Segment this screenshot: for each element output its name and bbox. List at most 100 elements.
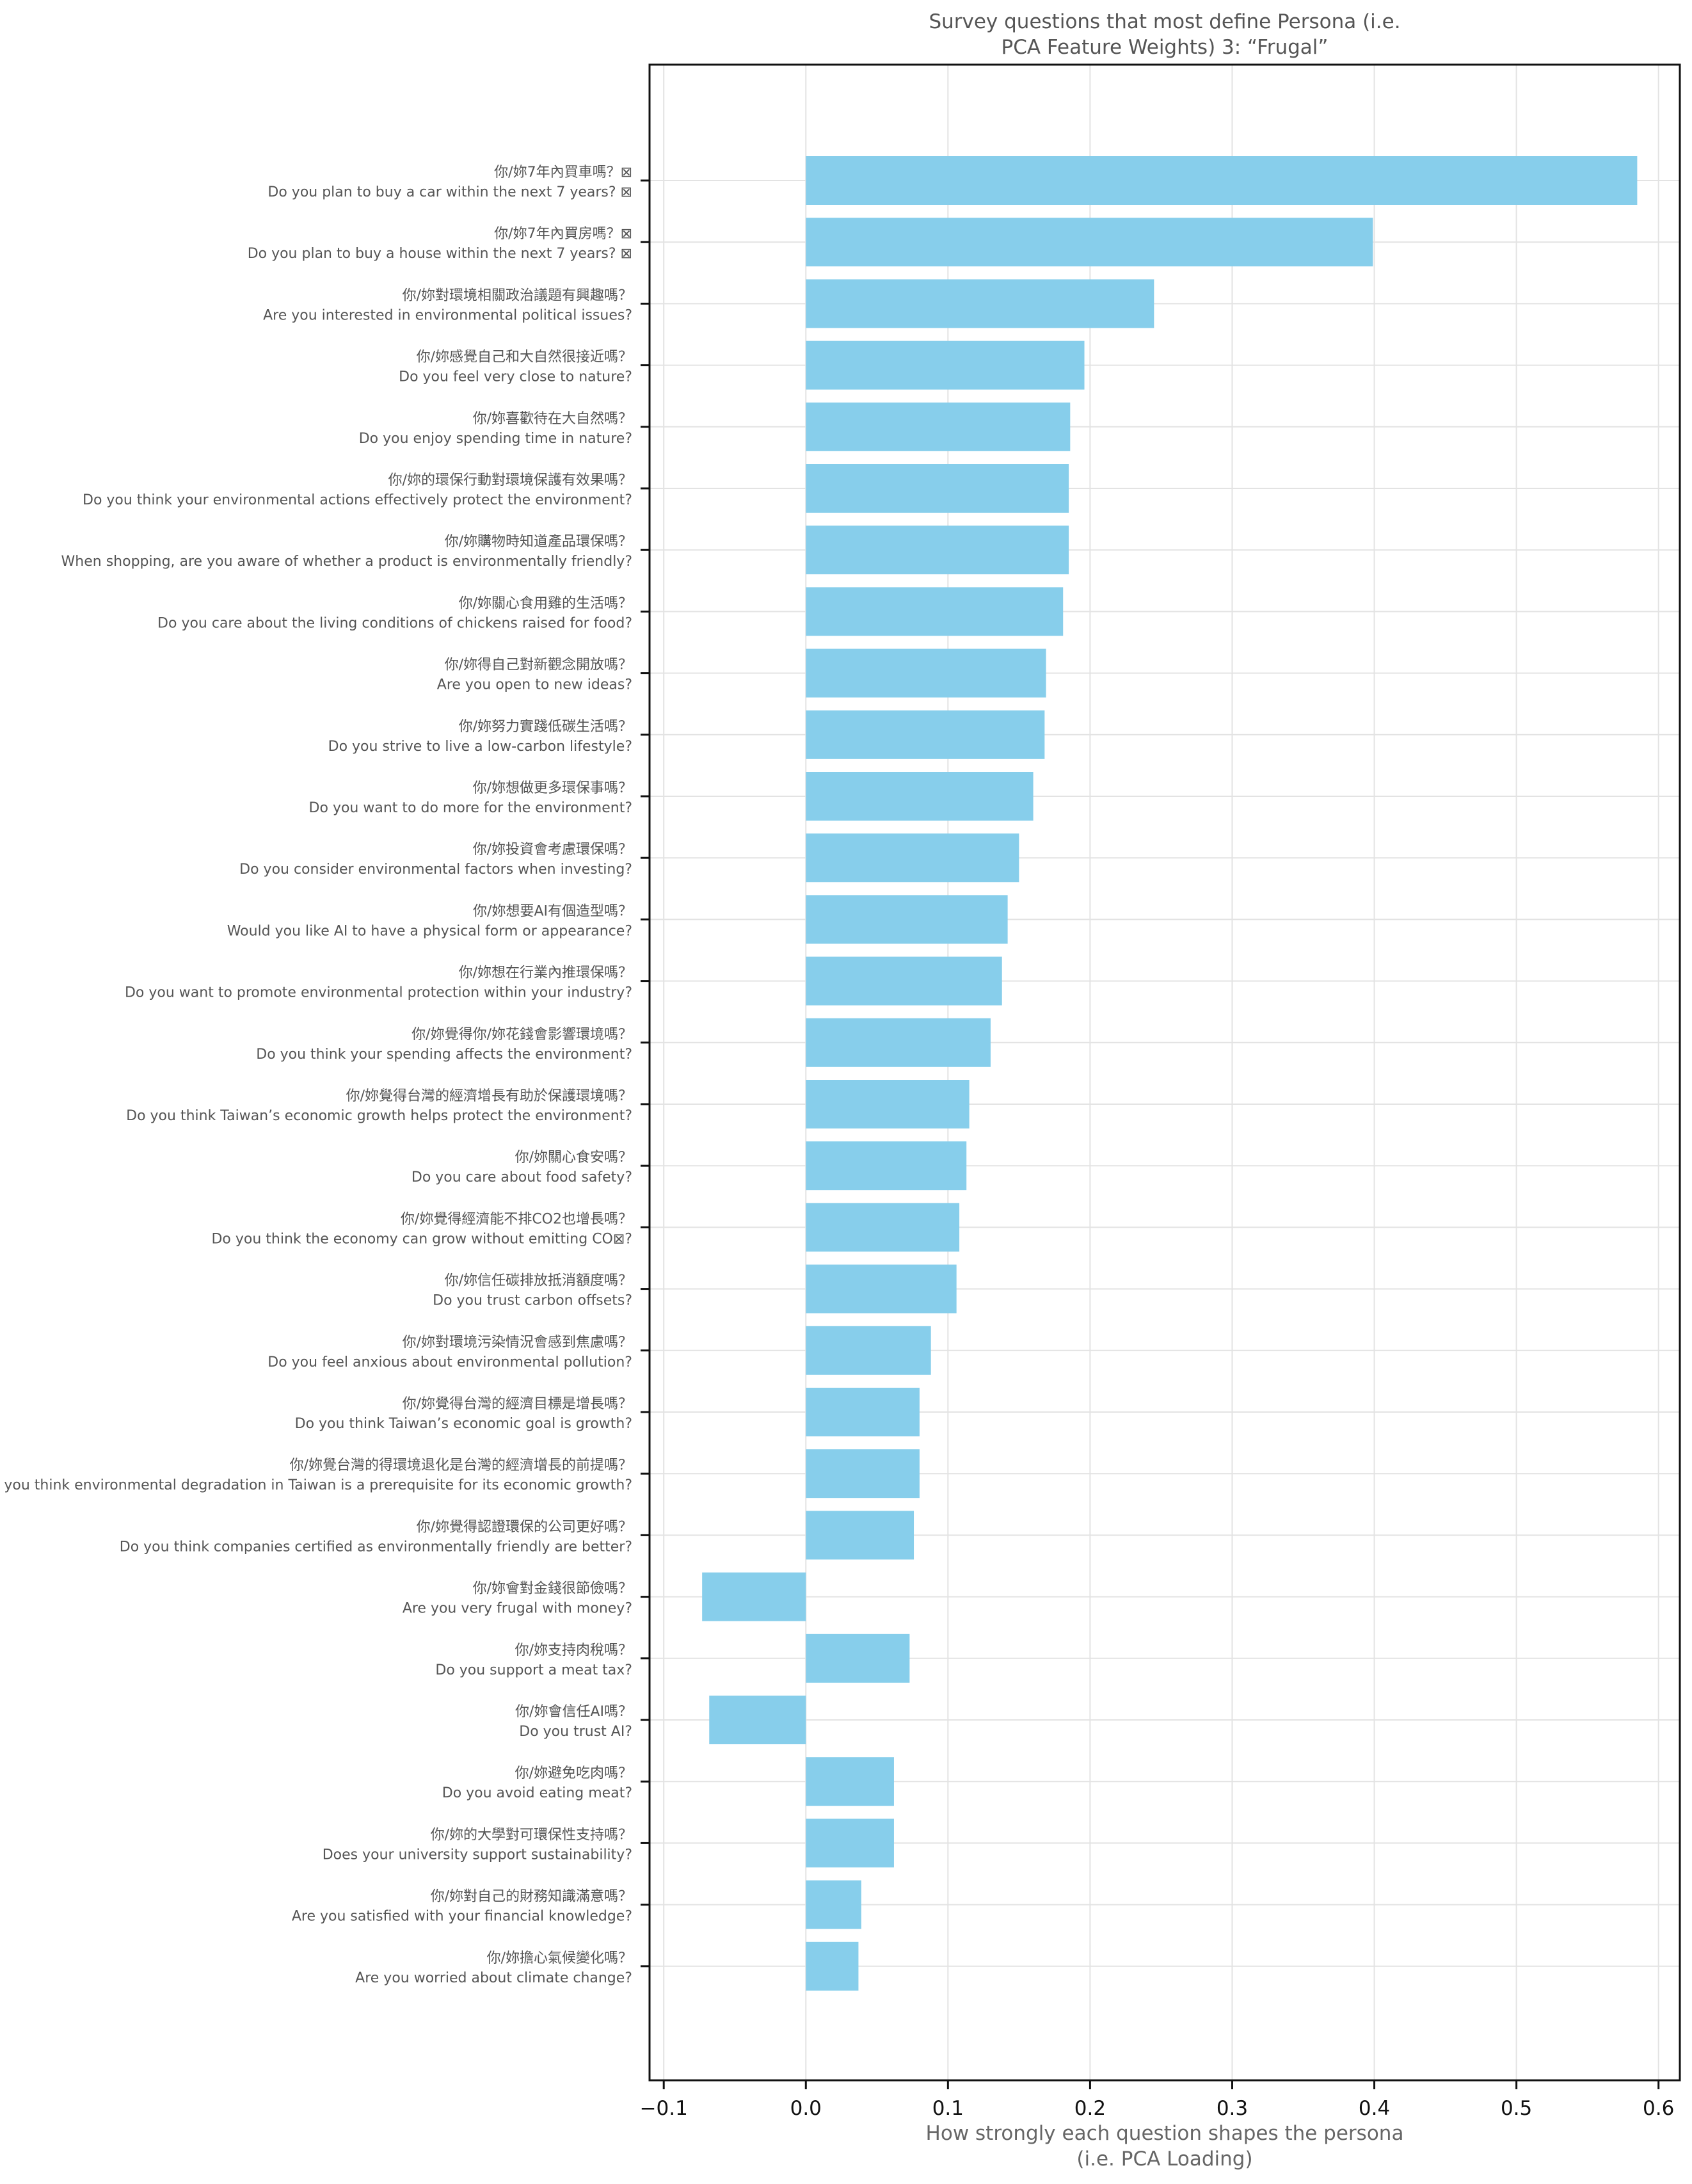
y-tick-label-en: Do you think your environmental actions …	[83, 492, 632, 508]
bar	[806, 218, 1373, 267]
x-tick-label: 0.3	[1217, 2097, 1248, 2120]
x-tick-label: 0.6	[1643, 2097, 1674, 2120]
y-tick-label-en: Are you open to new ideas?	[437, 677, 632, 693]
y-tick-label-zh: 你/妳關心食用雞的生活嗎？	[459, 595, 632, 611]
y-tick-label-zh: 你/妳覺得台灣的經濟增長有助於保護環境嗎？	[346, 1088, 632, 1104]
y-tick-label-en: Do you think Taiwan’s economic growth he…	[126, 1108, 632, 1124]
y-tick-label-zh: 你/妳想在行業內推環保嗎？	[459, 965, 632, 981]
y-tick-label-zh: 你/妳對環境相關政治議題有興趣嗎？	[403, 287, 632, 303]
x-tick-label: 0.5	[1501, 2097, 1532, 2120]
bar	[806, 464, 1069, 513]
y-tick-label-zh: 你/妳對環境污染情況會感到焦慮嗎？	[403, 1335, 632, 1351]
bar	[806, 156, 1638, 205]
y-tick-label-zh: 你/妳覺得經濟能不排CO2也增長嗎？	[401, 1211, 632, 1227]
bar	[806, 1819, 894, 1868]
y-tick-label-en: Are you worried about climate change?	[355, 1970, 632, 1986]
y-tick-label-zh: 你/妳關心食安嗎？	[515, 1150, 632, 1166]
y-tick-label-zh: 你/妳會對金錢很節儉嗎？	[473, 1581, 632, 1597]
y-tick-label-en: Do you feel very close to nature?	[399, 369, 632, 385]
y-tick-label-en: Do you trust carbon offsets?	[433, 1293, 632, 1309]
y-tick-label-en: Do you think environmental degradation i…	[0, 1477, 632, 1493]
y-tick-label-en: Do you want to do more for the environme…	[309, 800, 632, 816]
bar	[806, 402, 1071, 451]
x-tick-label: 0.2	[1074, 2097, 1106, 2120]
y-tick-label-en: Are you satisfied with your financial kn…	[292, 1909, 632, 1925]
x-tick-label: −0.1	[640, 2097, 688, 2120]
x-axis: −0.1 0.0 0.1 0.2 0.3 0.4 0.5 0.6	[640, 2080, 1674, 2120]
plot-frame	[648, 63, 1681, 2082]
y-tick-label-en: Do you think your spending affects the e…	[256, 1047, 632, 1063]
y-tick-label-en: Do you avoid eating meat?	[442, 1785, 632, 1801]
y-axis: 你/妳7年內買車嗎？⊠ Do you plan to buy a car with…	[0, 165, 650, 1986]
x-axis-label-line-2: (i.e. PCA Loading)	[1076, 2148, 1252, 2171]
bar	[806, 956, 1002, 1006]
bar	[806, 833, 1019, 883]
y-tick-label-zh: 你/妳信任碳排放抵消額度嗎？	[445, 1273, 632, 1289]
y-tick-label-en: Do you care about food safety?	[411, 1169, 632, 1185]
bar	[806, 526, 1069, 575]
y-tick-label-zh: 你/妳的大學對可環保性支持嗎？	[431, 1827, 632, 1843]
bar	[806, 341, 1085, 390]
bar	[806, 1880, 861, 1929]
y-tick-label-en: Are you very frugal with money?	[403, 1601, 632, 1617]
bar	[806, 1264, 957, 1313]
y-tick-label-zh: 你/妳7年內買房嗎？⊠	[494, 226, 632, 242]
y-tick-label-zh: 你/妳想要AI有個造型嗎？	[473, 903, 632, 919]
y-tick-label-zh: 你/妳7年內買車嗎？⊠	[494, 165, 632, 181]
chart-title-line-2: PCA Feature Weights) 3: “Frugal”	[1002, 36, 1329, 59]
bar	[806, 1449, 920, 1498]
bar	[806, 1388, 920, 1436]
y-tick-label-en: Do you feel anxious about environmental …	[267, 1354, 632, 1370]
bar	[806, 279, 1154, 328]
y-tick-label-en: Does your university support sustainabil…	[323, 1847, 632, 1863]
y-tick-label-zh: 你/妳感覺自己和大自然很接近嗎？	[417, 349, 632, 365]
y-tick-label-en: Do you strive to live a low-carbon lifes…	[328, 739, 632, 755]
y-tick-label-zh: 你/妳的環保行動對環境保護有效果嗎？	[388, 472, 632, 488]
bar	[806, 1018, 991, 1067]
y-tick-label-zh: 你/妳投資會考慮環保嗎？	[473, 842, 632, 858]
y-tick-label-en: Are you interested in environmental poli…	[263, 307, 632, 323]
y-tick-label-zh: 你/妳覺得台灣的經濟目標是增長嗎？	[403, 1396, 632, 1412]
y-tick-label-zh: 你/妳努力實踐低碳生活嗎？	[459, 719, 632, 735]
y-tick-label-en: Do you enjoy spending time in nature?	[359, 431, 632, 447]
y-tick-label-zh: 你/妳覺得你/妳花錢會影響環境嗎？	[411, 1027, 632, 1043]
y-tick-label-en: Do you think the economy can grow withou…	[211, 1231, 632, 1247]
bar	[806, 772, 1034, 821]
x-tick-label: 0.4	[1359, 2097, 1390, 2120]
y-tick-label-en: Would you like AI to have a physical for…	[227, 923, 632, 939]
bar	[806, 1634, 910, 1683]
bars	[702, 156, 1638, 1991]
x-axis-label-line-1: How strongly each question shapes the pe…	[926, 2122, 1404, 2145]
y-tick-label-zh: 你/妳想做更多環保事嗎？	[473, 780, 632, 796]
y-tick-label-en: Do you think Taiwan’s economic goal is g…	[295, 1416, 632, 1432]
bar	[806, 710, 1045, 759]
y-tick-label-en: When shopping, are you aware of whether …	[61, 554, 632, 570]
bar	[806, 1141, 967, 1191]
y-tick-label-en: Do you think companies certified as envi…	[120, 1539, 632, 1555]
y-tick-label-en: Do you care about the living conditions …	[157, 615, 632, 631]
bar	[806, 1757, 894, 1806]
bar	[806, 1326, 931, 1375]
y-tick-label-en: Do you plan to buy a car within the next…	[267, 184, 632, 200]
bar	[702, 1572, 806, 1621]
x-tick-label: 0.1	[932, 2097, 964, 2120]
y-tick-label-zh: 你/妳喜歡待在大自然嗎？	[473, 411, 632, 427]
y-tick-label-zh: 你/妳覺台灣的得環境退化是台灣的經濟增長的前提嗎？	[290, 1457, 632, 1473]
x-tick-label: 0.0	[790, 2097, 822, 2120]
y-tick-label-zh: 你/妳覺得認證環保的公司更好嗎？	[417, 1519, 632, 1535]
y-tick-label-zh: 你/妳避免吃肉嗎？	[515, 1765, 632, 1781]
y-tick-label-en: Do you want to promote environmental pro…	[125, 985, 632, 1001]
bar	[806, 1203, 960, 1252]
chart-title-line-1: Survey questions that most define Person…	[929, 10, 1400, 33]
bar	[806, 895, 1008, 944]
bar	[709, 1696, 806, 1744]
bar	[806, 1511, 914, 1560]
y-tick-label-zh: 你/妳支持肉稅嗎？	[515, 1642, 632, 1658]
bar	[806, 1941, 859, 1991]
y-tick-label-zh: 你/妳對自己的財務知識滿意嗎？	[431, 1889, 632, 1905]
bar	[806, 587, 1064, 636]
bar	[806, 648, 1046, 698]
y-tick-label-zh: 你/妳得自己對新觀念開放嗎？	[445, 657, 632, 673]
y-tick-label-en: Do you trust AI?	[519, 1724, 632, 1740]
